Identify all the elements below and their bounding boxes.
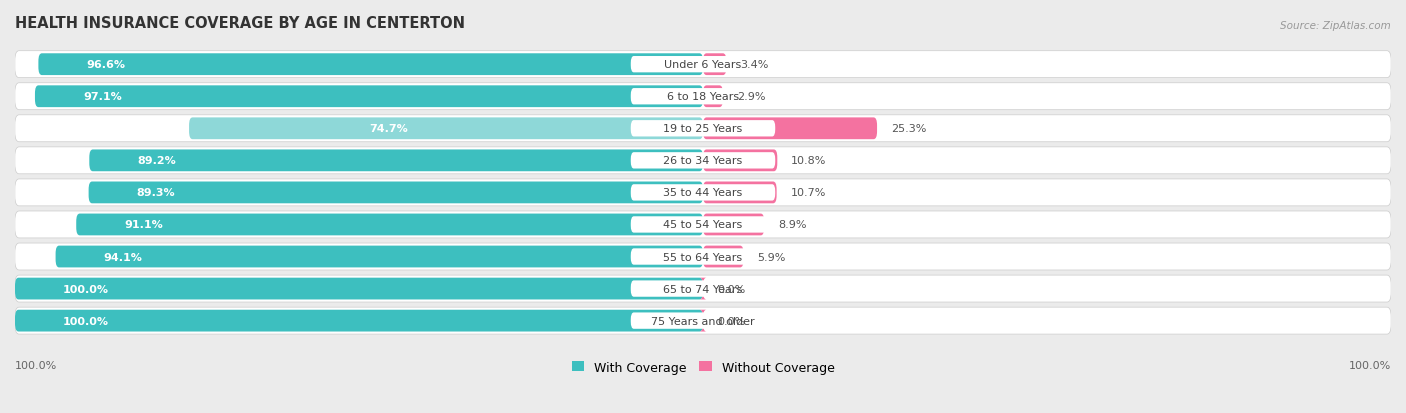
FancyBboxPatch shape: [15, 243, 1391, 271]
FancyBboxPatch shape: [15, 147, 1391, 174]
Text: 26 to 34 Years: 26 to 34 Years: [664, 156, 742, 166]
FancyBboxPatch shape: [703, 214, 765, 236]
Text: 3.4%: 3.4%: [740, 60, 769, 70]
Text: 2.9%: 2.9%: [737, 92, 765, 102]
Text: 74.7%: 74.7%: [368, 124, 408, 134]
FancyBboxPatch shape: [89, 182, 703, 204]
FancyBboxPatch shape: [631, 217, 775, 233]
Text: HEALTH INSURANCE COVERAGE BY AGE IN CENTERTON: HEALTH INSURANCE COVERAGE BY AGE IN CENT…: [15, 16, 465, 31]
Text: 96.6%: 96.6%: [87, 60, 125, 70]
Legend: With Coverage, Without Coverage: With Coverage, Without Coverage: [567, 356, 839, 379]
Text: 100.0%: 100.0%: [1348, 360, 1391, 370]
FancyBboxPatch shape: [700, 278, 706, 300]
Text: 75 Years and older: 75 Years and older: [651, 316, 755, 326]
FancyBboxPatch shape: [631, 249, 775, 265]
FancyBboxPatch shape: [15, 52, 1391, 78]
FancyBboxPatch shape: [15, 310, 703, 332]
FancyBboxPatch shape: [703, 54, 727, 76]
FancyBboxPatch shape: [90, 150, 703, 172]
FancyBboxPatch shape: [631, 185, 775, 201]
Text: 55 to 64 Years: 55 to 64 Years: [664, 252, 742, 262]
FancyBboxPatch shape: [15, 116, 1391, 142]
FancyBboxPatch shape: [15, 211, 1391, 238]
Text: 89.3%: 89.3%: [136, 188, 176, 198]
Text: 0.0%: 0.0%: [717, 284, 745, 294]
FancyBboxPatch shape: [56, 246, 703, 268]
Text: 97.1%: 97.1%: [83, 92, 122, 102]
Text: 25.3%: 25.3%: [891, 124, 927, 134]
FancyBboxPatch shape: [631, 281, 775, 297]
FancyBboxPatch shape: [703, 150, 778, 172]
Text: 8.9%: 8.9%: [778, 220, 807, 230]
Text: 94.1%: 94.1%: [104, 252, 142, 262]
Text: 19 to 25 Years: 19 to 25 Years: [664, 124, 742, 134]
FancyBboxPatch shape: [35, 86, 703, 108]
Text: 0.0%: 0.0%: [717, 316, 745, 326]
FancyBboxPatch shape: [703, 86, 723, 108]
FancyBboxPatch shape: [631, 57, 775, 73]
Text: 100.0%: 100.0%: [63, 284, 110, 294]
Text: 89.2%: 89.2%: [138, 156, 176, 166]
Text: 35 to 44 Years: 35 to 44 Years: [664, 188, 742, 198]
FancyBboxPatch shape: [188, 118, 703, 140]
Text: 65 to 74 Years: 65 to 74 Years: [664, 284, 742, 294]
FancyBboxPatch shape: [631, 89, 775, 105]
FancyBboxPatch shape: [15, 180, 1391, 206]
FancyBboxPatch shape: [700, 310, 706, 332]
Text: 10.8%: 10.8%: [792, 156, 827, 166]
FancyBboxPatch shape: [631, 313, 775, 329]
Text: 91.1%: 91.1%: [124, 220, 163, 230]
Text: 100.0%: 100.0%: [63, 316, 110, 326]
Text: 45 to 54 Years: 45 to 54 Years: [664, 220, 742, 230]
Text: 5.9%: 5.9%: [758, 252, 786, 262]
FancyBboxPatch shape: [703, 182, 776, 204]
FancyBboxPatch shape: [703, 246, 744, 268]
FancyBboxPatch shape: [76, 214, 703, 236]
FancyBboxPatch shape: [631, 121, 775, 137]
FancyBboxPatch shape: [703, 118, 877, 140]
Text: Source: ZipAtlas.com: Source: ZipAtlas.com: [1281, 21, 1391, 31]
Text: 100.0%: 100.0%: [15, 360, 58, 370]
FancyBboxPatch shape: [631, 153, 775, 169]
Text: 6 to 18 Years: 6 to 18 Years: [666, 92, 740, 102]
Text: 10.7%: 10.7%: [790, 188, 825, 198]
FancyBboxPatch shape: [38, 54, 703, 76]
Text: Under 6 Years: Under 6 Years: [665, 60, 741, 70]
FancyBboxPatch shape: [15, 275, 1391, 302]
FancyBboxPatch shape: [15, 278, 703, 300]
FancyBboxPatch shape: [15, 83, 1391, 110]
FancyBboxPatch shape: [15, 307, 1391, 334]
